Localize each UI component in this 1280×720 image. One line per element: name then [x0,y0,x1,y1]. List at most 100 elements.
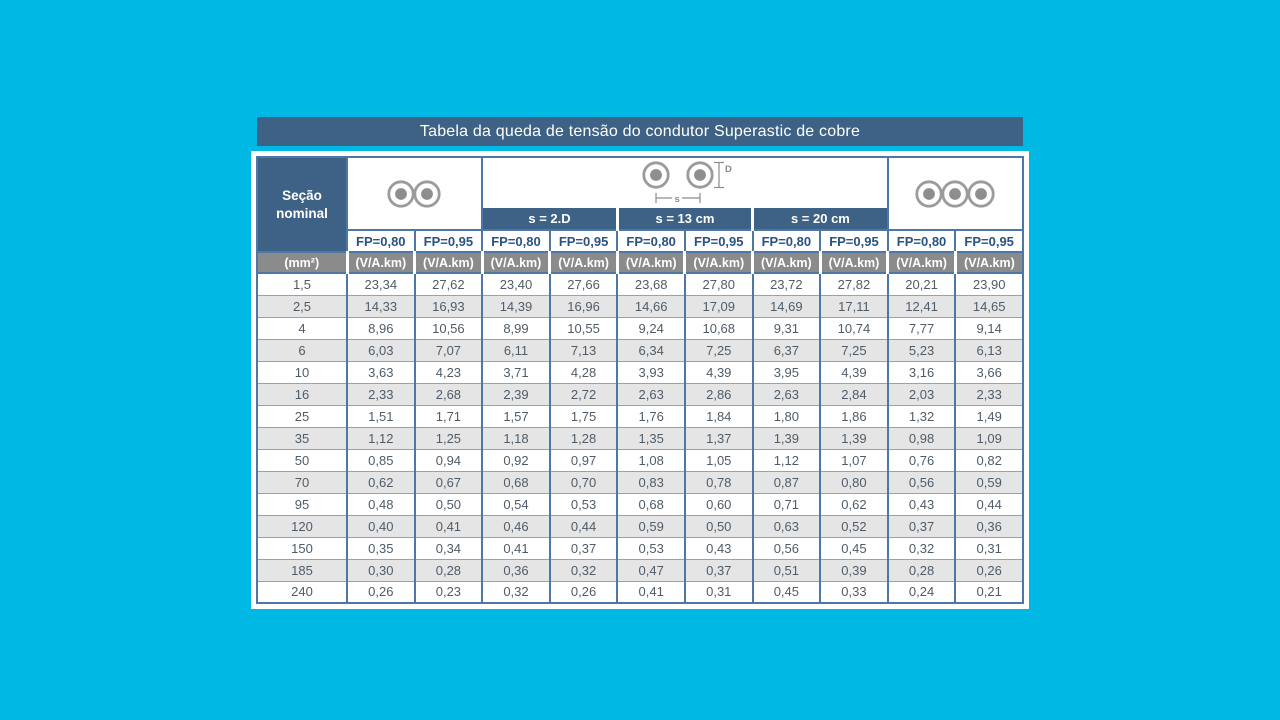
value-cell: 0,39 [819,558,888,581]
value-cell: 23,90 [954,272,1023,295]
value-cell: 0,52 [819,514,888,537]
fp-header-cell: FP=0,80 [481,229,550,253]
value-cell: 6,03 [346,338,415,361]
spaced-conductors-dimension-icon: D s [484,159,887,205]
unit-cell: (V/A.km) [751,251,821,274]
fp-header-cell: FP=0,95 [413,229,483,253]
value-cell: 1,39 [751,426,821,449]
value-cell: 0,23 [413,580,483,603]
spacing-header-row: s = 2.D s = 13 cm s = 20 cm [257,206,1023,230]
value-cell: 0,43 [683,536,753,559]
unit-cell: (V/A.km) [615,251,685,274]
table-row: 35 1,12 1,25 1,18 1,28 1,35 1,37 1,39 1,39 0,98 1,… [257,426,1023,449]
value-cell: 2,63 [751,382,821,405]
value-cell: 6,13 [954,338,1023,361]
value-cell: 0,41 [481,536,550,559]
value-cell: 12,41 [886,294,956,317]
section-cell: 50 [257,448,347,471]
table-row: 50 0,85 0,94 0,92 0,97 1,08 1,05 1,12 1,07 0,76 0,… [257,448,1023,471]
value-cell: 0,33 [819,580,888,603]
value-cell: 9,14 [954,316,1023,339]
section-cell: 35 [257,426,347,449]
value-cell: 2,63 [616,382,685,405]
value-cell: 0,53 [616,536,685,559]
value-cell: 7,13 [548,338,618,361]
diameter-label: D [725,164,732,175]
value-cell: 0,21 [954,580,1023,603]
value-cell: 27,80 [683,272,753,295]
value-cell: 20,21 [886,272,956,295]
fp-header-cell: FP=0,80 [616,229,685,253]
fp-header-cell: FP=0,80 [886,229,956,253]
value-cell: 10,55 [548,316,618,339]
value-cell: 17,09 [683,294,753,317]
value-cell: 0,41 [413,514,483,537]
unit-cell: (V/A.km) [818,251,888,274]
value-cell: 16,96 [548,294,618,317]
voltage-drop-card: Tabela da queda de tensão do condutor Su… [251,117,1029,609]
unit-cell: (V/A.km) [886,251,956,274]
value-cell: 0,44 [548,514,618,537]
value-cell: 7,77 [886,316,956,339]
value-cell: 1,28 [548,426,618,449]
value-cell: 1,37 [683,426,753,449]
value-cell: 1,86 [819,404,888,427]
value-cell: 1,12 [346,426,415,449]
value-cell: 0,92 [481,448,550,471]
value-cell: 7,25 [819,338,888,361]
value-cell: 0,45 [751,580,821,603]
value-cell: 0,37 [886,514,956,537]
value-cell: 0,47 [616,558,685,581]
value-cell: 1,07 [819,448,888,471]
value-cell: 7,07 [413,338,483,361]
value-cell: 6,34 [616,338,685,361]
section-unit-cell: (mm²) [257,251,347,274]
value-cell: 0,51 [751,558,821,581]
value-cell: 1,76 [616,404,685,427]
value-cell: 27,66 [548,272,618,295]
header-icon-row: Seção nominal [257,157,1023,253]
value-cell: 3,93 [616,360,685,383]
value-cell: 4,39 [819,360,888,383]
value-cell: 1,12 [751,448,821,471]
value-cell: 0,63 [751,514,821,537]
value-cell: 10,68 [683,316,753,339]
section-cell: 240 [257,580,347,603]
section-cell: 2,5 [257,294,347,317]
spacing-dimension-mark [655,193,701,203]
value-cell: 3,16 [886,360,956,383]
fp-header-cell: FP=0,95 [548,229,618,253]
value-cell: 16,93 [413,294,483,317]
spacing-label: s [674,194,679,205]
value-cell: 0,82 [954,448,1023,471]
unit-cell: (V/A.km) [413,251,483,274]
value-cell: 0,68 [616,492,685,515]
value-cell: 0,30 [346,558,415,581]
value-cell: 0,59 [616,514,685,537]
section-cell: 10 [257,360,347,383]
unit-cell: (V/A.km) [345,251,415,274]
value-cell: 0,62 [819,492,888,515]
value-cell: 8,96 [346,316,415,339]
table-row: 95 0,48 0,50 0,54 0,53 0,68 0,60 0,71 0,62 0,43 0,… [257,492,1023,515]
value-cell: 3,66 [954,360,1023,383]
value-cell: 0,34 [413,536,483,559]
table-row: 70 0,62 0,67 0,68 0,70 0,83 0,78 0,87 0,80 0,56 0,… [257,470,1023,493]
spacing-header-s2d: s = 2.D [481,206,618,230]
value-cell: 0,56 [751,536,821,559]
section-cell: 185 [257,558,347,581]
value-cell: 0,83 [616,470,685,493]
value-cell: 0,45 [819,536,888,559]
value-cell: 0,35 [346,536,415,559]
value-cell: 0,70 [548,470,618,493]
value-cell: 2,33 [954,382,1023,405]
value-cell: 3,63 [346,360,415,383]
value-cell: 0,80 [819,470,888,493]
value-cell: 0,97 [548,448,618,471]
value-cell: 6,37 [751,338,821,361]
value-cell: 0,32 [548,558,618,581]
table-row: 150 0,35 0,34 0,41 0,37 0,53 0,43 0,56 0,45 0,32 0… [257,536,1023,559]
value-cell: 0,56 [886,470,956,493]
table-row: 16 2,33 2,68 2,39 2,72 2,63 2,86 2,63 2,84 2,03 2,… [257,382,1023,405]
table-row: 1,5 23,34 27,62 23,40 27,66 23,68 27,80 23,72 27… [257,272,1023,295]
